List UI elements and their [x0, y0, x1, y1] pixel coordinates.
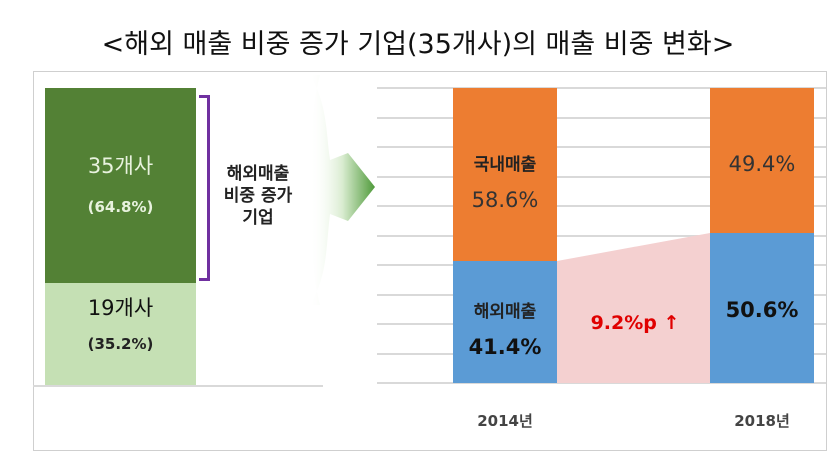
segment-19-label: 19개사 — [87, 296, 154, 320]
chart-title: <해외 매출 비중 증가 기업(35개사)의 매출 비중 변화> — [101, 29, 735, 60]
segment-35-companies — [45, 88, 196, 283]
label-domestic-series: 국내매출 — [473, 155, 537, 175]
delta-annotation: 9.2%p ↑ — [590, 312, 680, 334]
label-2018-overseas-value: 50.6% — [725, 298, 799, 322]
delta-band — [557, 233, 710, 383]
label-overseas-series: 해외매출 — [473, 302, 537, 322]
gridline — [377, 176, 826, 178]
bracket-label: 해외매출 비중 증가 기업 — [218, 163, 298, 229]
chart-frame — [33, 71, 827, 451]
bracket-icon — [199, 95, 210, 281]
bar-2018-overseas — [710, 233, 814, 383]
label-2014-overseas-value: 41.4% — [468, 335, 542, 359]
left-baseline — [33, 385, 323, 387]
segment-19-pct: (35.2%) — [87, 335, 154, 353]
gridline — [377, 87, 826, 89]
label-2014-domestic-value: 58.6% — [471, 188, 539, 212]
arrow-right-icon — [310, 75, 375, 305]
gridline — [377, 205, 826, 207]
x-label-2018: 2018년 — [734, 412, 790, 430]
bar-2014-overseas — [453, 261, 557, 383]
bracket-label-line-1: 해외매출 — [226, 164, 290, 184]
bar-2018-domestic — [710, 88, 814, 233]
label-2018-domestic-value: 49.4% — [728, 152, 796, 176]
segment-35-label: 35개사 — [87, 154, 154, 178]
bar-2014-domestic — [453, 88, 557, 261]
bracket-label-line-2: 비중 증가 — [223, 186, 293, 206]
segment-35-pct: (64.8%) — [87, 198, 154, 216]
segment-19-companies — [45, 283, 196, 385]
gridline — [377, 235, 826, 237]
gridline — [377, 146, 826, 148]
bracket-label-line-3: 기업 — [242, 208, 274, 228]
gridline — [377, 117, 826, 119]
x-label-2014: 2014년 — [477, 412, 533, 430]
axis-baseline — [377, 382, 826, 384]
